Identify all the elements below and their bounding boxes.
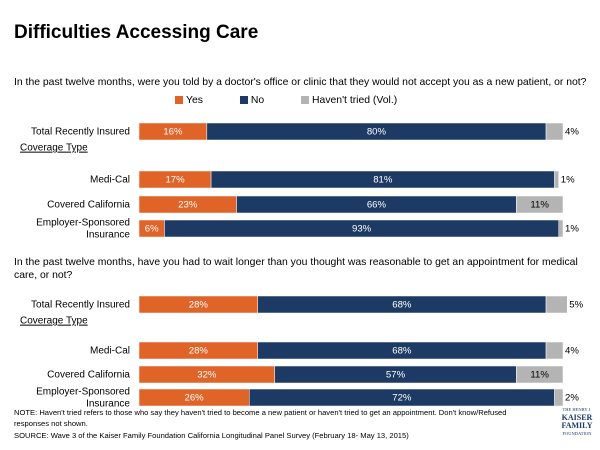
bar-havent bbox=[545, 122, 564, 141]
data-label-yes: 17% bbox=[165, 175, 185, 186]
data-label-no: 93% bbox=[352, 224, 372, 235]
data-label-havent: 11% bbox=[530, 200, 549, 211]
data-label-havent: 1% bbox=[561, 175, 575, 186]
data-label-no: 72% bbox=[392, 393, 412, 404]
legend-swatch-no bbox=[239, 96, 248, 104]
data-label-no: 68% bbox=[392, 300, 412, 311]
category-label: Medi-Cal bbox=[90, 175, 130, 186]
data-label-yes: 16% bbox=[163, 127, 183, 138]
legend-label-havent: Haven't tried (Vol.) bbox=[312, 95, 398, 106]
bar-havent bbox=[545, 295, 568, 314]
category-label: Insurance bbox=[86, 230, 130, 241]
data-label-havent: 5% bbox=[569, 300, 583, 311]
category-label: Covered California bbox=[47, 200, 130, 211]
category-label: Employer-Sponsored bbox=[36, 218, 130, 229]
data-label-yes: 28% bbox=[189, 300, 209, 311]
data-label-no: 81% bbox=[373, 175, 393, 186]
page-title: Difficulties Accessing Care bbox=[14, 22, 259, 43]
footer-source: SOURCE: Wave 3 of the Kaiser Family Foun… bbox=[14, 431, 409, 440]
data-label-havent: 1% bbox=[565, 224, 579, 235]
category-label: Insurance bbox=[86, 399, 130, 410]
data-label-havent: 4% bbox=[565, 346, 579, 357]
category-label: Employer-Sponsored bbox=[36, 387, 130, 398]
data-label-yes: 32% bbox=[197, 370, 217, 381]
data-label-yes: 26% bbox=[185, 393, 205, 404]
bar-havent bbox=[554, 170, 560, 189]
legend-item-havent: Haven't tried (Vol.) bbox=[301, 95, 397, 106]
bar-havent bbox=[554, 388, 564, 407]
category-label: Total Recently Insured bbox=[31, 127, 130, 138]
data-label-yes: 6% bbox=[145, 224, 159, 235]
data-label-yes: 28% bbox=[189, 346, 209, 357]
legend-item-yes: Yes bbox=[175, 95, 203, 106]
footer-note: NOTE: Haven't tried refers to those who … bbox=[14, 408, 507, 428]
legend-item-no: No bbox=[239, 95, 265, 106]
data-label-havent: 2% bbox=[565, 393, 579, 404]
data-label-no: 68% bbox=[392, 346, 412, 357]
bar-havent bbox=[545, 341, 564, 360]
data-label-havent: 11% bbox=[530, 370, 549, 381]
bar-havent bbox=[516, 365, 564, 384]
data-label-yes: 23% bbox=[178, 200, 198, 211]
data-label-no: 80% bbox=[367, 127, 387, 138]
legend-label-no: No bbox=[250, 95, 265, 106]
data-label-no: 57% bbox=[386, 370, 406, 381]
bar-havent bbox=[558, 219, 564, 238]
coverage-type-label-1: Coverage Type bbox=[20, 143, 88, 154]
legend: Yes No Haven't tried (Vol.) bbox=[175, 95, 431, 106]
bar-havent bbox=[516, 195, 564, 214]
category-label: Covered California bbox=[47, 370, 130, 381]
data-label-no: 66% bbox=[367, 200, 387, 211]
question-1: In the past twelve months, were you told… bbox=[14, 77, 587, 88]
data-label-havent: 4% bbox=[565, 127, 579, 138]
legend-swatch-yes bbox=[175, 96, 183, 104]
kff-logo: THE HENRY J. KAISER FAMILY FOUNDATION bbox=[561, 407, 593, 436]
category-label: Total Recently Insured bbox=[31, 300, 130, 311]
legend-swatch-havent bbox=[301, 96, 310, 104]
question-2: In the past twelve months, have you had … bbox=[14, 257, 578, 281]
coverage-type-label-2: Coverage Type bbox=[20, 316, 88, 327]
legend-label-yes: Yes bbox=[186, 95, 203, 106]
category-label: Medi-Cal bbox=[90, 346, 130, 357]
